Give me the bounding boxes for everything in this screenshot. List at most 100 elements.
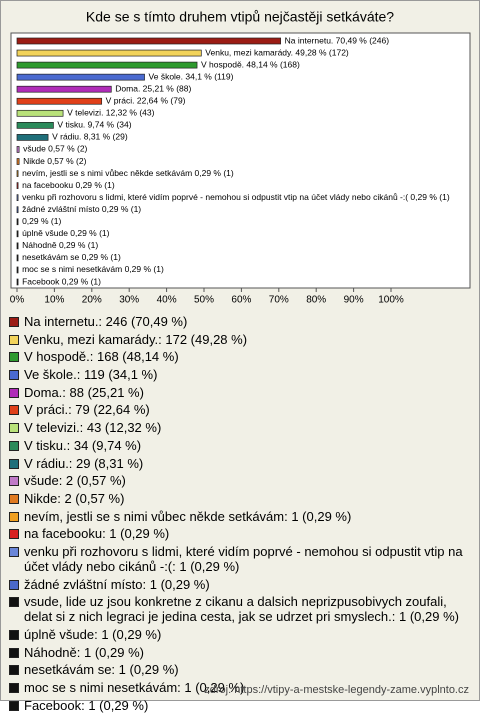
legend-item: nevím, jestli se s nimi vůbec někde setk… [7,509,469,524]
bar [16,97,103,105]
legend-label: Venku, mezi kamarády.: 172 (49,28 %) [24,331,248,347]
legend-swatch [9,511,19,522]
legend-swatch [9,529,19,540]
bar-label: Doma. 25,21 % (88) [115,83,191,93]
x-tick-label: 0% [10,295,25,306]
legend-label: úplně všude: 1 (0,29 %) [24,627,162,642]
legend-item: úplně všude: 1 (0,29 %) [7,627,469,642]
legend-label: Nikde: 2 (0,57 %) [24,490,125,506]
bar [16,85,112,93]
legend-swatch [9,458,19,469]
legend-swatch [9,579,19,590]
bar [16,121,54,129]
bar [16,158,20,165]
x-tick-label: 100% [378,295,404,306]
bar [16,73,145,81]
legend-label: V tisku.: 34 (9,74 %) [24,437,142,453]
bar [16,170,19,177]
bar [16,278,19,286]
legend-swatch [9,683,19,694]
bar-label: moc se s nimi nesetkávám 0,29 % (1) [22,264,164,274]
x-tick-label: 20% [82,295,102,306]
legend-label: všude: 2 (0,57 %) [24,473,126,489]
bar-label: V televizi. 12,32 % (43) [67,108,155,118]
bar-label: Facebook 0,29 % (1) [22,276,101,286]
bar-label: Náhodně 0,29 % (1) [22,240,98,250]
legend-label: Facebook: 1 (0,29 %) [24,697,149,713]
bar [16,146,20,153]
bar-label: nevím, jestli se s nimi vůbec někde setk… [22,168,234,178]
bar-label: úplně všude 0,29 % (1) [22,228,110,238]
legend-label: Doma.: 88 (25,21 %) [24,384,144,400]
x-tick-label: 50% [194,295,214,306]
legend-label: žádné zvláštní místo: 1 (0,29 %) [24,576,210,592]
legend-label: vsude, lide uz jsou konkretne z cikanu a… [24,594,459,625]
bar [16,182,19,189]
bar [16,37,281,45]
legend-swatch [9,647,19,658]
bar [16,230,19,238]
bar-label: V rádiu. 8,31 % (29) [52,132,128,142]
legend-swatch [9,405,19,416]
legend-item: V televizi.: 43 (12,32 %) [7,420,469,435]
bar [16,206,19,214]
legend-swatch [9,352,19,363]
legend-label: moc se s nimi nesetkávám: 1 (0,29 %) [24,680,245,696]
legend-label: Náhodně: 1 (0,29 %) [24,644,144,660]
x-tick-label: 90% [344,295,364,306]
legend-swatch [9,597,19,608]
bar-label: žádné zvláštní místo 0,29 % (1) [22,204,141,214]
legend-swatch [9,493,19,504]
legend-item: Ve škole.: 119 (34,1 %) [7,367,469,382]
bar-label: V tisku. 9,74 % (34) [57,120,131,130]
legend-swatch [9,546,19,557]
legend-label: Na internetu.: 246 (70,49 %) [24,314,188,329]
legend-item: V rádiu.: 29 (8,31 %) [7,456,469,471]
legend-swatch [9,370,19,381]
legend-label: venku při rozhovoru s lidmi, které vidím… [24,543,463,574]
legend-item: Na internetu.: 246 (70,49 %) [7,314,469,329]
legend-swatch [9,665,19,676]
bar [16,134,49,141]
legend-item: Venku, mezi kamarády.: 172 (49,28 %) [7,332,469,347]
bar [16,254,19,262]
legend-item: V hospodě.: 168 (48,14 %) [7,349,469,364]
legend-item: Facebook: 1 (0,29 %) [7,698,469,713]
legend-label: nevím, jestli se s nimi vůbec někde setk… [24,508,352,524]
bar-label: 0,29 % (1) [22,216,61,226]
bar [16,242,19,250]
legend-swatch [9,334,19,345]
x-tick-label: 30% [119,295,139,306]
chart: Kde se s tímto druhem vtipů nejčastěji s… [10,9,471,306]
legend: Na internetu.: 246 (70,49 %) Venku, mezi … [7,314,469,715]
bar-label: Na internetu. 70,49 % (246) [285,35,390,45]
bar-label: na facebooku 0,29 % (1) [22,180,115,190]
legend-swatch [9,700,19,711]
bar-label: venku při rozhovoru s lidmi, které vidím… [22,192,450,202]
legend-item: Doma.: 88 (25,21 %) [7,385,469,400]
x-tick-label: 40% [157,295,177,306]
legend-label: V hospodě.: 168 (48,14 %) [24,349,179,365]
legend-item: všude: 2 (0,57 %) [7,473,469,488]
legend-label: na facebooku: 1 (0,29 %) [24,526,170,542]
legend-label: V televizi.: 43 (12,32 %) [24,420,162,436]
x-tick-label: 60% [231,295,251,306]
legend-item: vsude, lide uz jsou konkretne z cikanu a… [7,594,469,624]
bar-label: Nikde 0,57 % (2) [23,156,86,166]
bar [16,218,19,226]
legend-item: Nikde: 2 (0,57 %) [7,491,469,506]
legend-item: V práci.: 79 (22,64 %) [7,402,469,417]
bar [16,194,19,201]
bar-label: Ve škole. 34,1 % (119) [149,71,234,81]
bar-label: Venku, mezi kamarády. 49,28 % (172) [205,47,349,57]
legend-item: Náhodně: 1 (0,29 %) [7,645,469,660]
legend-label: Ve škole.: 119 (34,1 %) [24,367,158,383]
bar [16,49,202,57]
bar-label: všude 0,57 % (2) [23,144,87,154]
bar-label: nesetkávám se 0,29 % (1) [22,252,121,262]
bar [16,266,19,274]
legend-swatch [9,630,19,640]
legend-swatch [9,476,19,487]
legend-label: nesetkávám se: 1 (0,29 %) [24,662,179,678]
